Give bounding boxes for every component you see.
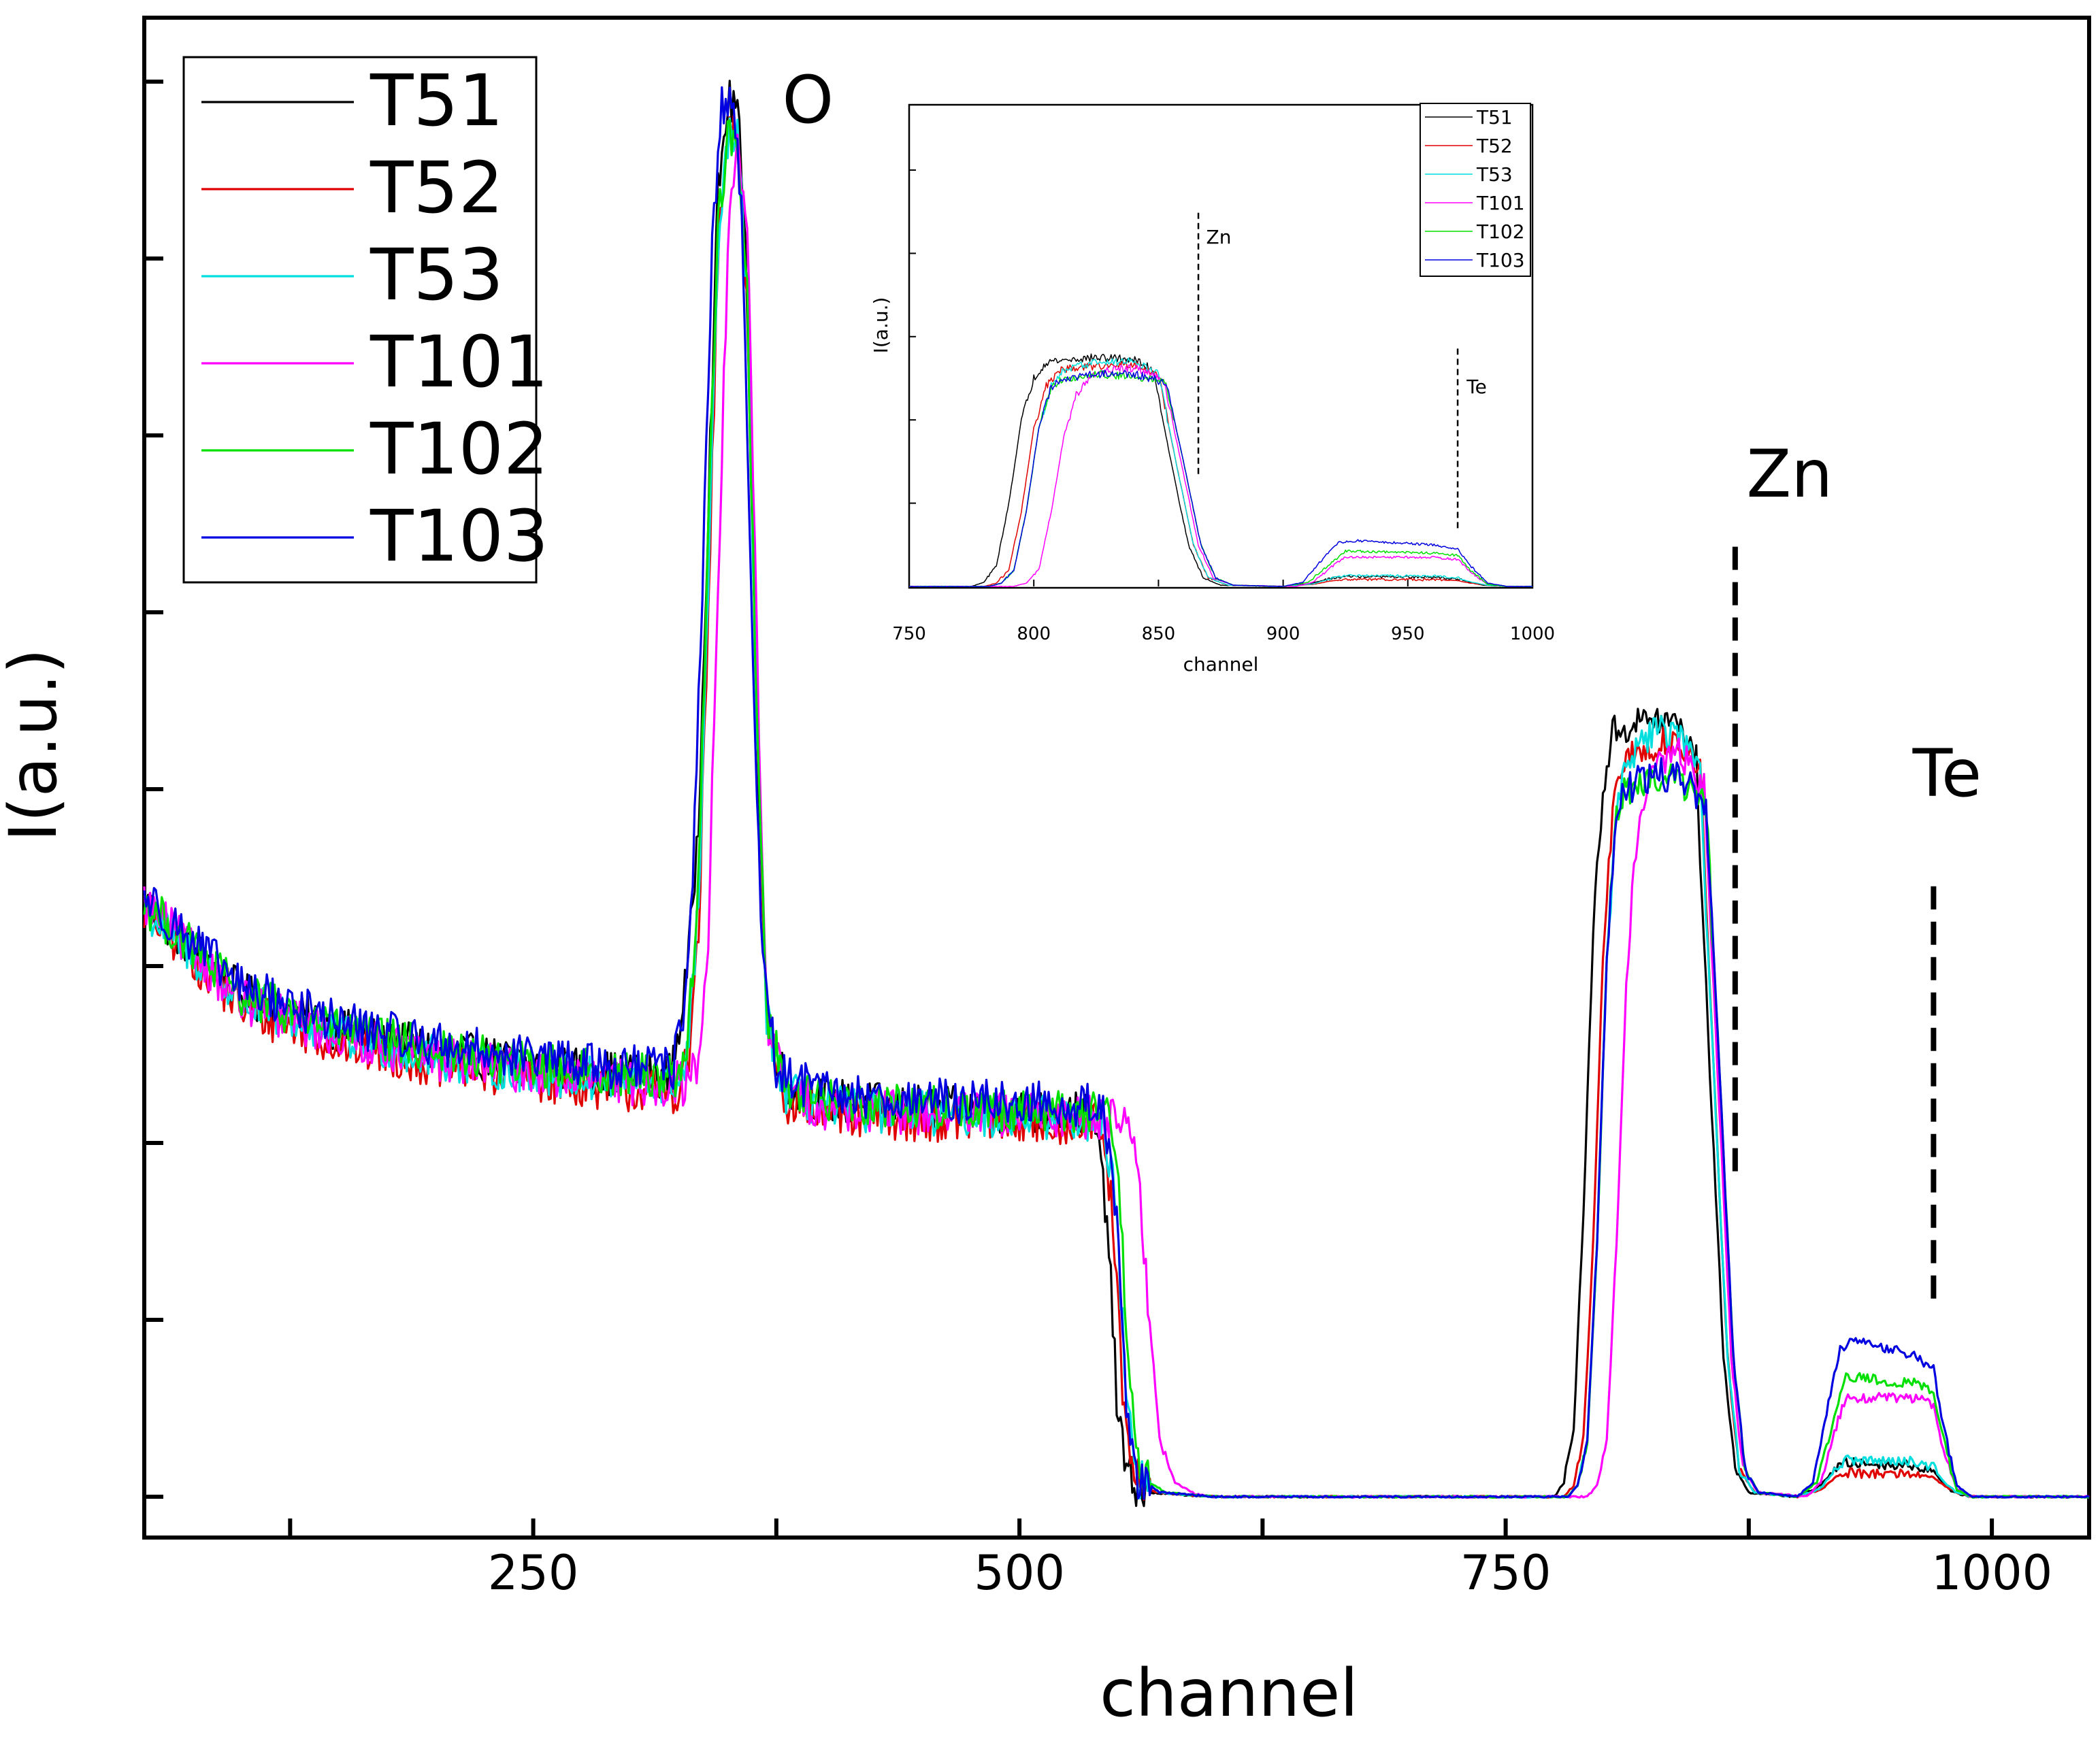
- inset-x-tick-label: 950: [1391, 624, 1425, 644]
- inset-chart: 750 800 850 900 950 1000 Zn Te channel I(a.u.)…: [870, 103, 1555, 676]
- inset-legend-label-t52: T52: [1476, 135, 1513, 157]
- main-annotation-zn: Zn: [1747, 436, 1833, 512]
- inset-series-t101: [909, 364, 1533, 588]
- inset-series-t103: [908, 369, 1533, 588]
- main-legend-label-t101: T101: [370, 320, 548, 403]
- inset-y-axis-title: I(a.u.): [870, 297, 892, 354]
- main-x-axis-title: channel: [1100, 1655, 1358, 1731]
- inset-annotation-zn: Zn: [1207, 226, 1232, 248]
- inset-x-tick-label: 800: [1017, 624, 1051, 644]
- main-legend-label-t52: T52: [370, 146, 504, 229]
- inset-series-t102: [908, 369, 1533, 588]
- main-x-tick-label: 500: [974, 1545, 1065, 1601]
- inset-x-tick-label: 850: [1142, 624, 1176, 644]
- inset-legend-label-t102: T102: [1476, 220, 1525, 243]
- main-legend-label-t102: T102: [370, 408, 548, 491]
- inset-x-ticks: [908, 580, 1533, 586]
- inset-legend-label-t51: T51: [1476, 106, 1513, 129]
- main-x-tick-labels: 250 500 750 1000: [488, 1545, 2052, 1601]
- main-legend-label-t103: T103: [370, 495, 548, 578]
- inset-legend-label-t103: T103: [1476, 249, 1525, 271]
- inset-annotation-te: Te: [1466, 376, 1487, 398]
- inset-x-tick-labels: 750 800 850 900 950 1000: [892, 624, 1555, 644]
- main-x-ticks: [288, 1518, 1995, 1538]
- main-x-tick-label: 250: [488, 1545, 579, 1601]
- inset-series-t51: [908, 353, 1533, 588]
- main-annotation-o: O: [782, 62, 834, 138]
- inset-legend: T51 T52 T53 T101 T102 T103: [1420, 103, 1531, 277]
- inset-x-tick-label: 900: [1266, 624, 1300, 644]
- main-annotations: O Zn Te: [782, 62, 1982, 812]
- main-reference-lines: [1732, 534, 1937, 1299]
- inset-annotations: Zn Te: [1207, 226, 1487, 398]
- main-annotation-te: Te: [1912, 735, 1982, 812]
- main-y-axis-title: I(a.u.): [0, 648, 71, 842]
- main-legend-label-t51: T51: [370, 59, 504, 142]
- inset-x-tick-label: 1000: [1510, 624, 1555, 644]
- main-series-t103: [143, 86, 2090, 1500]
- inset-legend-label-t53: T53: [1476, 163, 1513, 186]
- main-y-ticks: [144, 80, 163, 1499]
- inset-reference-lines: [1197, 212, 1459, 529]
- inset-x-axis-title: channel: [1183, 653, 1259, 676]
- main-x-tick-label: 750: [1460, 1545, 1552, 1601]
- inset-legend-label-t101: T101: [1476, 192, 1525, 214]
- main-legend-box: [182, 56, 538, 584]
- inset-legend-box: [1420, 103, 1531, 277]
- inset-series: [908, 353, 1533, 588]
- inset-x-tick-label: 750: [892, 624, 926, 644]
- main-legend-label-t53: T53: [370, 233, 504, 316]
- main-series: [143, 80, 2090, 1508]
- main-x-tick-label: 1000: [1931, 1545, 2052, 1601]
